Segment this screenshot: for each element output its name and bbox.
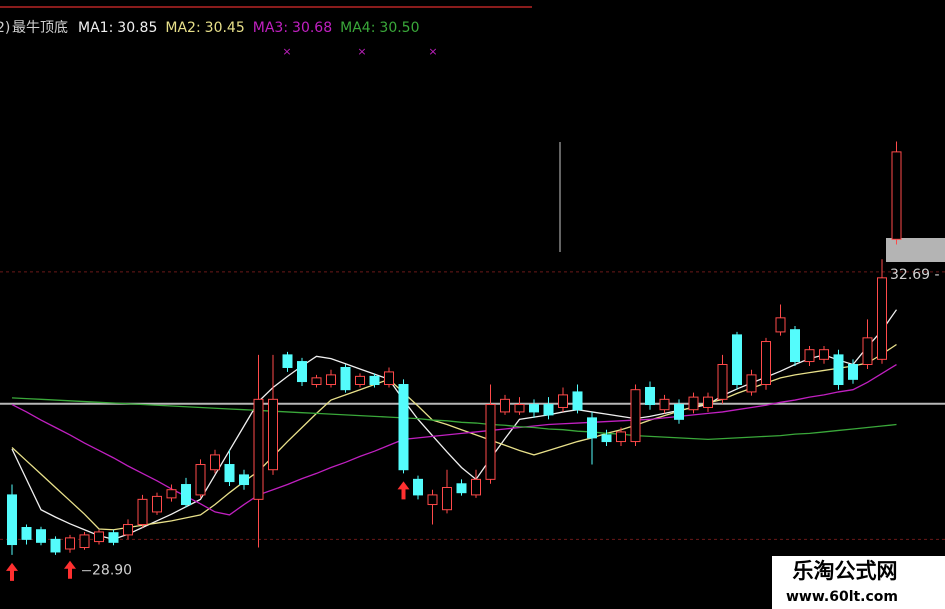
candle-body [500, 398, 510, 413]
candle-body [398, 384, 409, 471]
candle-body [413, 478, 423, 496]
legend-name: MA4: [340, 20, 375, 36]
candle-body [442, 486, 452, 511]
candle-body [833, 354, 844, 386]
candle-body [369, 375, 380, 386]
candle-body [645, 386, 655, 406]
candle-body [630, 389, 641, 443]
candle-body [166, 489, 177, 499]
candle-body [65, 537, 75, 550]
legend-name: MA2: [165, 20, 200, 36]
candle-body [471, 478, 481, 496]
marker: × [428, 45, 437, 58]
legend-value: 30.68 [292, 20, 332, 36]
candle-body [790, 329, 800, 363]
candle-body [732, 334, 742, 386]
candle-body [108, 532, 119, 543]
candle-body [123, 524, 133, 536]
candle-body [601, 434, 612, 443]
candle-body [848, 364, 858, 380]
candle-body [427, 494, 438, 506]
candle-body [804, 349, 815, 363]
candle-body [297, 361, 307, 383]
candle-body [514, 404, 525, 413]
candle-body [819, 349, 829, 360]
candle-body [775, 317, 786, 333]
annotation: 28.90 [92, 563, 132, 579]
candle-body [268, 398, 278, 471]
price-box [886, 238, 945, 262]
candle-body [326, 374, 336, 386]
legend-name: MA1: [78, 20, 113, 36]
candle-body [587, 417, 597, 439]
legend-name: MA3: [253, 20, 288, 36]
candle-body [384, 371, 394, 386]
candle-body [703, 396, 713, 408]
marker: × [282, 45, 291, 58]
candle-body [79, 534, 90, 549]
signal-arrow [6, 562, 18, 581]
candle-body [224, 464, 235, 483]
candle-body [210, 454, 220, 471]
candle-body [195, 464, 206, 496]
candle-body [311, 377, 322, 386]
candle-body [891, 151, 902, 240]
legend-value: 30.85 [117, 20, 157, 36]
candle-body [7, 494, 17, 546]
signal-arrow [64, 560, 76, 579]
candle-body [616, 431, 626, 443]
header-name: 最牛顶底 [12, 20, 68, 36]
candle-body [572, 391, 583, 411]
candle-body [456, 483, 467, 494]
candle-body [94, 531, 104, 543]
candle-body [36, 529, 46, 543]
candle-body [558, 394, 568, 408]
candle-body [21, 527, 32, 540]
candle-body [152, 495, 162, 513]
candle-body [877, 277, 887, 360]
candle-body [862, 337, 873, 366]
candle-body [181, 484, 191, 506]
candle-body [688, 396, 699, 411]
candle-body [137, 498, 148, 526]
candle-body [253, 398, 264, 500]
candle-body [674, 404, 684, 420]
candle-body [543, 404, 554, 416]
candle-body [746, 374, 757, 393]
signal-markers: × × × [282, 45, 437, 58]
candle-body [659, 398, 670, 411]
watermark-box [772, 556, 945, 609]
watermark-title: 乐淘公式网 [793, 559, 898, 583]
candle-body [761, 341, 771, 386]
header-prefix: 2) [0, 20, 10, 36]
candle-body [282, 354, 293, 368]
candle-body [50, 538, 61, 553]
ma-line [11, 363, 897, 516]
marker: × [357, 45, 366, 58]
legend-value: 30.50 [379, 20, 419, 36]
candle-body [355, 375, 365, 386]
legend-value: 30.45 [205, 20, 245, 36]
ma-line [11, 397, 897, 440]
candle-body [340, 366, 351, 391]
candle-body [239, 474, 249, 486]
annotation: 32.69 - 3 [890, 267, 945, 283]
candle-body [717, 364, 728, 400]
signal-arrow [397, 481, 410, 500]
watermark-url: www.60lt.com [786, 589, 898, 605]
candle-body [529, 404, 539, 413]
candle-body [485, 404, 496, 480]
